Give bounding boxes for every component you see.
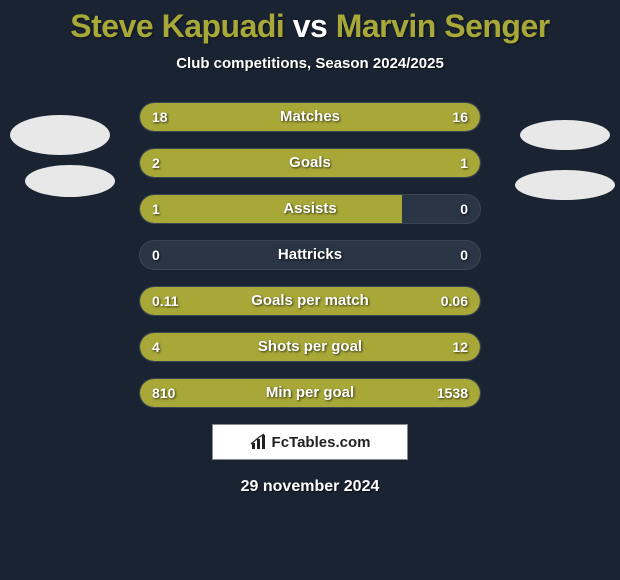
stat-label: Matches bbox=[140, 103, 480, 131]
player1-name: Steve Kapuadi bbox=[70, 8, 284, 44]
stat-label: Goals bbox=[140, 149, 480, 177]
stat-label: Min per goal bbox=[140, 379, 480, 407]
stats-container: Matches1816Goals21Assists10Hattricks00Go… bbox=[139, 102, 481, 408]
stat-value-right: 16 bbox=[452, 103, 468, 131]
stat-value-left: 18 bbox=[152, 103, 168, 131]
vs-text: vs bbox=[293, 8, 328, 44]
stat-value-right: 0 bbox=[460, 195, 468, 223]
logo-text: FcTables.com bbox=[272, 434, 371, 451]
stat-label: Assists bbox=[140, 195, 480, 223]
stat-value-left: 2 bbox=[152, 149, 160, 177]
subtitle: Club competitions, Season 2024/2025 bbox=[0, 55, 620, 72]
stat-value-left: 4 bbox=[152, 333, 160, 361]
stat-value-right: 1 bbox=[460, 149, 468, 177]
stat-value-left: 1 bbox=[152, 195, 160, 223]
stat-row: Shots per goal4 12 bbox=[139, 332, 481, 362]
stat-value-left: 0 bbox=[152, 241, 160, 269]
stat-value-right: 12 bbox=[452, 333, 468, 361]
avatar-left-shape-2 bbox=[25, 165, 115, 197]
player2-name: Marvin Senger bbox=[336, 8, 550, 44]
stat-value-left: 0.11 bbox=[152, 287, 178, 315]
stat-row: Goals2 1 bbox=[139, 148, 481, 178]
stat-row: Min per goal810 1538 bbox=[139, 378, 481, 408]
stat-value-right: 0.06 bbox=[441, 287, 468, 315]
stat-row: Hattricks0 0 bbox=[139, 240, 481, 270]
comparison-title: Steve Kapuadi vs Marvin Senger bbox=[0, 0, 620, 45]
date-text: 29 november 2024 bbox=[0, 478, 620, 496]
stat-row: Goals per match0.11 0.06 bbox=[139, 286, 481, 316]
fctables-logo[interactable]: FcTables.com bbox=[212, 424, 408, 460]
stat-label: Goals per match bbox=[140, 287, 480, 315]
avatar-right-shape-1 bbox=[520, 120, 610, 150]
avatar-left-shape-1 bbox=[10, 115, 110, 155]
avatar-right-shape-2 bbox=[515, 170, 615, 200]
stat-value-left: 810 bbox=[152, 379, 175, 407]
stat-row: Assists1 0 bbox=[139, 194, 481, 224]
chart-icon bbox=[250, 433, 268, 451]
stat-label: Shots per goal bbox=[140, 333, 480, 361]
stat-value-right: 0 bbox=[460, 241, 468, 269]
stat-value-right: 1538 bbox=[437, 379, 468, 407]
stat-label: Hattricks bbox=[140, 241, 480, 269]
stat-row: Matches18 16 bbox=[139, 102, 481, 132]
